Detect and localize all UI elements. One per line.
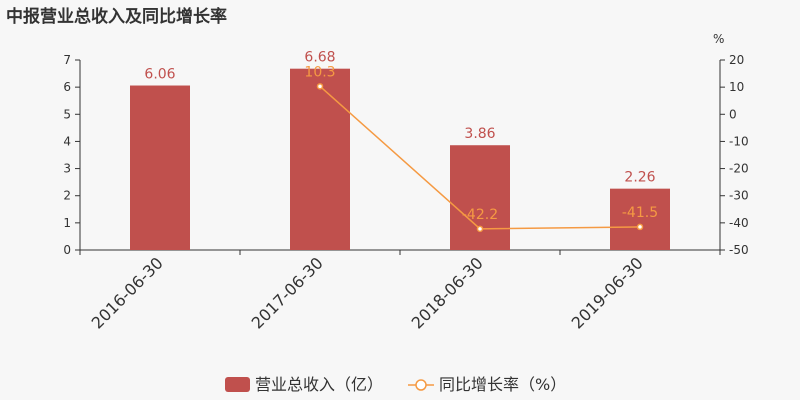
- left-axis-tick-label: 6: [63, 80, 71, 94]
- bar-value-label: 3.86: [464, 126, 495, 142]
- x-axis-tick-label: 2019-06-30: [568, 253, 647, 332]
- line-point[interactable]: [636, 223, 644, 231]
- left-axis-tick-label: 5: [63, 107, 71, 121]
- bar-value-label: 2.26: [624, 170, 655, 186]
- right-axis-tick-label: -30: [729, 189, 749, 203]
- line-point[interactable]: [476, 225, 484, 233]
- legend-swatch-revenue: [225, 377, 250, 392]
- legend-label-growth: 同比增长率（%）: [439, 375, 566, 394]
- legend-marker-growth: [415, 379, 427, 391]
- right-y-axis: % -50 -40 -30 -20 -10 0 10 20: [713, 32, 749, 257]
- left-axis-tick-label: 1: [63, 216, 71, 230]
- bar[interactable]: [450, 145, 510, 250]
- left-axis-tick-label: 0: [63, 243, 71, 257]
- left-axis-tick-label: 7: [63, 53, 71, 67]
- x-axis-tick-label: 2016-06-30: [88, 253, 167, 332]
- line-point[interactable]: [316, 83, 324, 90]
- bar[interactable]: [290, 68, 350, 250]
- right-axis-tick-label: 10: [729, 80, 744, 94]
- left-axis-tick-label: 3: [63, 162, 71, 176]
- bar-value-label: 6.06: [144, 67, 175, 83]
- right-axis-tick-label: -10: [729, 134, 749, 148]
- legend-item-growth[interactable]: 同比增长率（%）: [408, 375, 566, 394]
- bar-series: 6.06 6.68 3.86 2.26: [130, 50, 670, 250]
- left-axis-tick-label: 4: [63, 134, 71, 148]
- bar[interactable]: [610, 188, 670, 250]
- right-axis-tick-label: -50: [729, 243, 749, 257]
- line-value-label: 10.3: [304, 64, 335, 80]
- legend-label-revenue: 营业总收入（亿）: [255, 375, 383, 394]
- line-series: 10.3 -42.2 -41.5: [304, 64, 658, 233]
- x-axis-tick-label: 2018-06-30: [408, 253, 487, 332]
- x-axis: 2016-06-30 2017-06-30 2018-06-30 2019-06-30: [79, 249, 721, 333]
- right-axis-tick-label: -40: [729, 216, 749, 230]
- legend: 营业总收入（亿） 同比增长率（%）: [225, 375, 566, 394]
- right-axis-unit: %: [713, 32, 724, 46]
- right-axis-tick-label: 0: [729, 107, 737, 121]
- right-axis-tick-label: 20: [729, 53, 744, 67]
- left-axis-tick-label: 2: [63, 189, 71, 203]
- legend-item-revenue[interactable]: 营业总收入（亿）: [225, 375, 383, 394]
- left-y-axis: 0 1 2 3 4 5 6 7: [63, 53, 81, 257]
- line-value-label: -41.5: [622, 205, 658, 221]
- bar-value-label: 6.68: [304, 50, 335, 66]
- right-axis-tick-label: -20: [729, 162, 749, 176]
- bar[interactable]: [130, 85, 190, 250]
- chart-title: 中报营业总收入及同比增长率: [6, 6, 227, 27]
- x-axis-tick-label: 2017-06-30: [248, 253, 327, 332]
- line-value-label: -42.2: [462, 207, 498, 223]
